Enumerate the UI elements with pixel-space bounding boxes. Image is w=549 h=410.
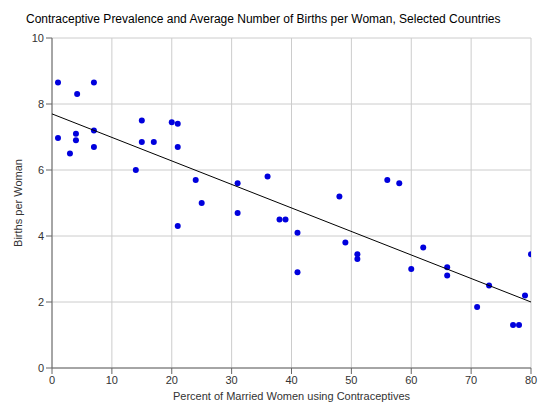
svg-text:Births per Woman: Births per Woman bbox=[12, 159, 24, 247]
svg-text:0: 0 bbox=[38, 362, 44, 374]
svg-text:6: 6 bbox=[38, 164, 44, 176]
svg-text:80: 80 bbox=[525, 374, 537, 386]
svg-text:10: 10 bbox=[32, 32, 44, 44]
svg-text:50: 50 bbox=[345, 374, 357, 386]
svg-text:Percent of Married Women using: Percent of Married Women using Contracep… bbox=[173, 390, 411, 402]
svg-text:60: 60 bbox=[405, 374, 417, 386]
svg-text:10: 10 bbox=[106, 374, 118, 386]
svg-text:40: 40 bbox=[285, 374, 297, 386]
svg-text:20: 20 bbox=[166, 374, 178, 386]
html-text:Contraceptive Prevalence and A: Contraceptive Prevalence and Average Num… bbox=[26, 12, 501, 26]
svg-text:8: 8 bbox=[38, 98, 44, 110]
svg-text:2: 2 bbox=[38, 296, 44, 308]
svg-text:70: 70 bbox=[465, 374, 477, 386]
svg-text:30: 30 bbox=[226, 374, 238, 386]
svg-text:0: 0 bbox=[49, 374, 55, 386]
svg-text:4: 4 bbox=[38, 230, 44, 242]
